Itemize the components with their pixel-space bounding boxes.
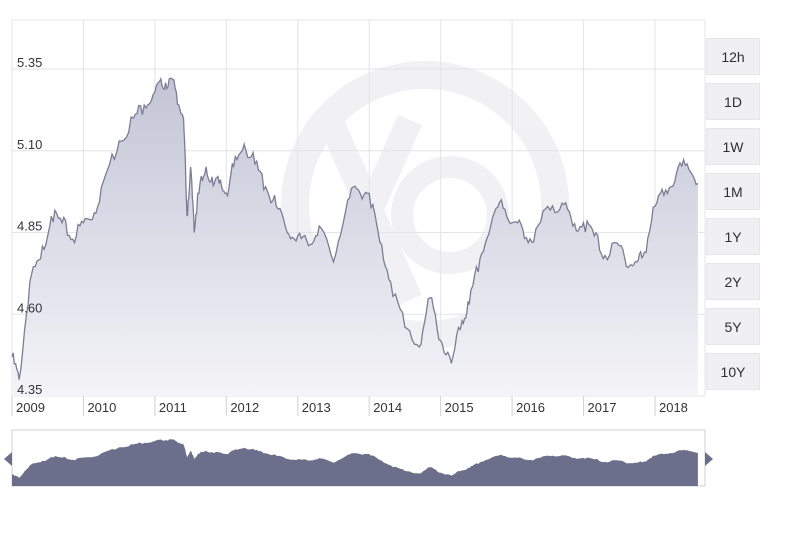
x-tick-label: 2009 — [16, 400, 45, 415]
y-tick-label: 4.85 — [17, 219, 42, 234]
x-tick-label: 2011 — [159, 400, 187, 415]
x-tick-label: 2017 — [588, 400, 617, 415]
y-tick-label: 5.10 — [17, 137, 42, 152]
y-tick-label: 5.35 — [17, 55, 42, 70]
range-button-10y[interactable]: 10Y — [706, 353, 760, 390]
y-axis-ticks: 5.35 5.10 4.85 4.60 4.35 — [17, 55, 42, 397]
x-tick-label: 2010 — [87, 400, 116, 415]
navigator-area — [12, 439, 698, 486]
range-button-1w[interactable]: 1W — [706, 128, 760, 165]
y-tick-label: 4.35 — [17, 382, 42, 397]
range-button-1y[interactable]: 1Y — [706, 218, 760, 255]
area-series — [11, 76, 699, 396]
x-tick-label: 2015 — [445, 400, 474, 415]
navigator[interactable] — [4, 429, 713, 487]
x-axis-ticks: 2009 2010 2011 2012 2013 2014 2015 2016 2017 2018 — [11, 396, 688, 416]
range-button-2y[interactable]: 2Y — [706, 263, 760, 300]
area-fill — [12, 78, 698, 396]
x-tick-label: 2016 — [516, 400, 545, 415]
series-line — [11, 76, 699, 380]
x-tick-label: 2013 — [302, 400, 331, 415]
navigator-handle-right[interactable] — [705, 452, 713, 466]
range-button-12h[interactable]: 12h — [706, 38, 760, 75]
x-tick-label: 2014 — [373, 400, 402, 415]
x-tick-label: 2012 — [230, 400, 259, 415]
range-button-1m[interactable]: 1M — [706, 173, 760, 210]
range-button-5y[interactable]: 5Y — [706, 308, 760, 345]
y-tick-label: 4.60 — [17, 300, 42, 315]
navigator-handle-left[interactable] — [4, 452, 12, 466]
x-tick-label: 2018 — [659, 400, 688, 415]
navigator-series — [12, 439, 698, 486]
range-button-1d[interactable]: 1D — [706, 83, 760, 120]
